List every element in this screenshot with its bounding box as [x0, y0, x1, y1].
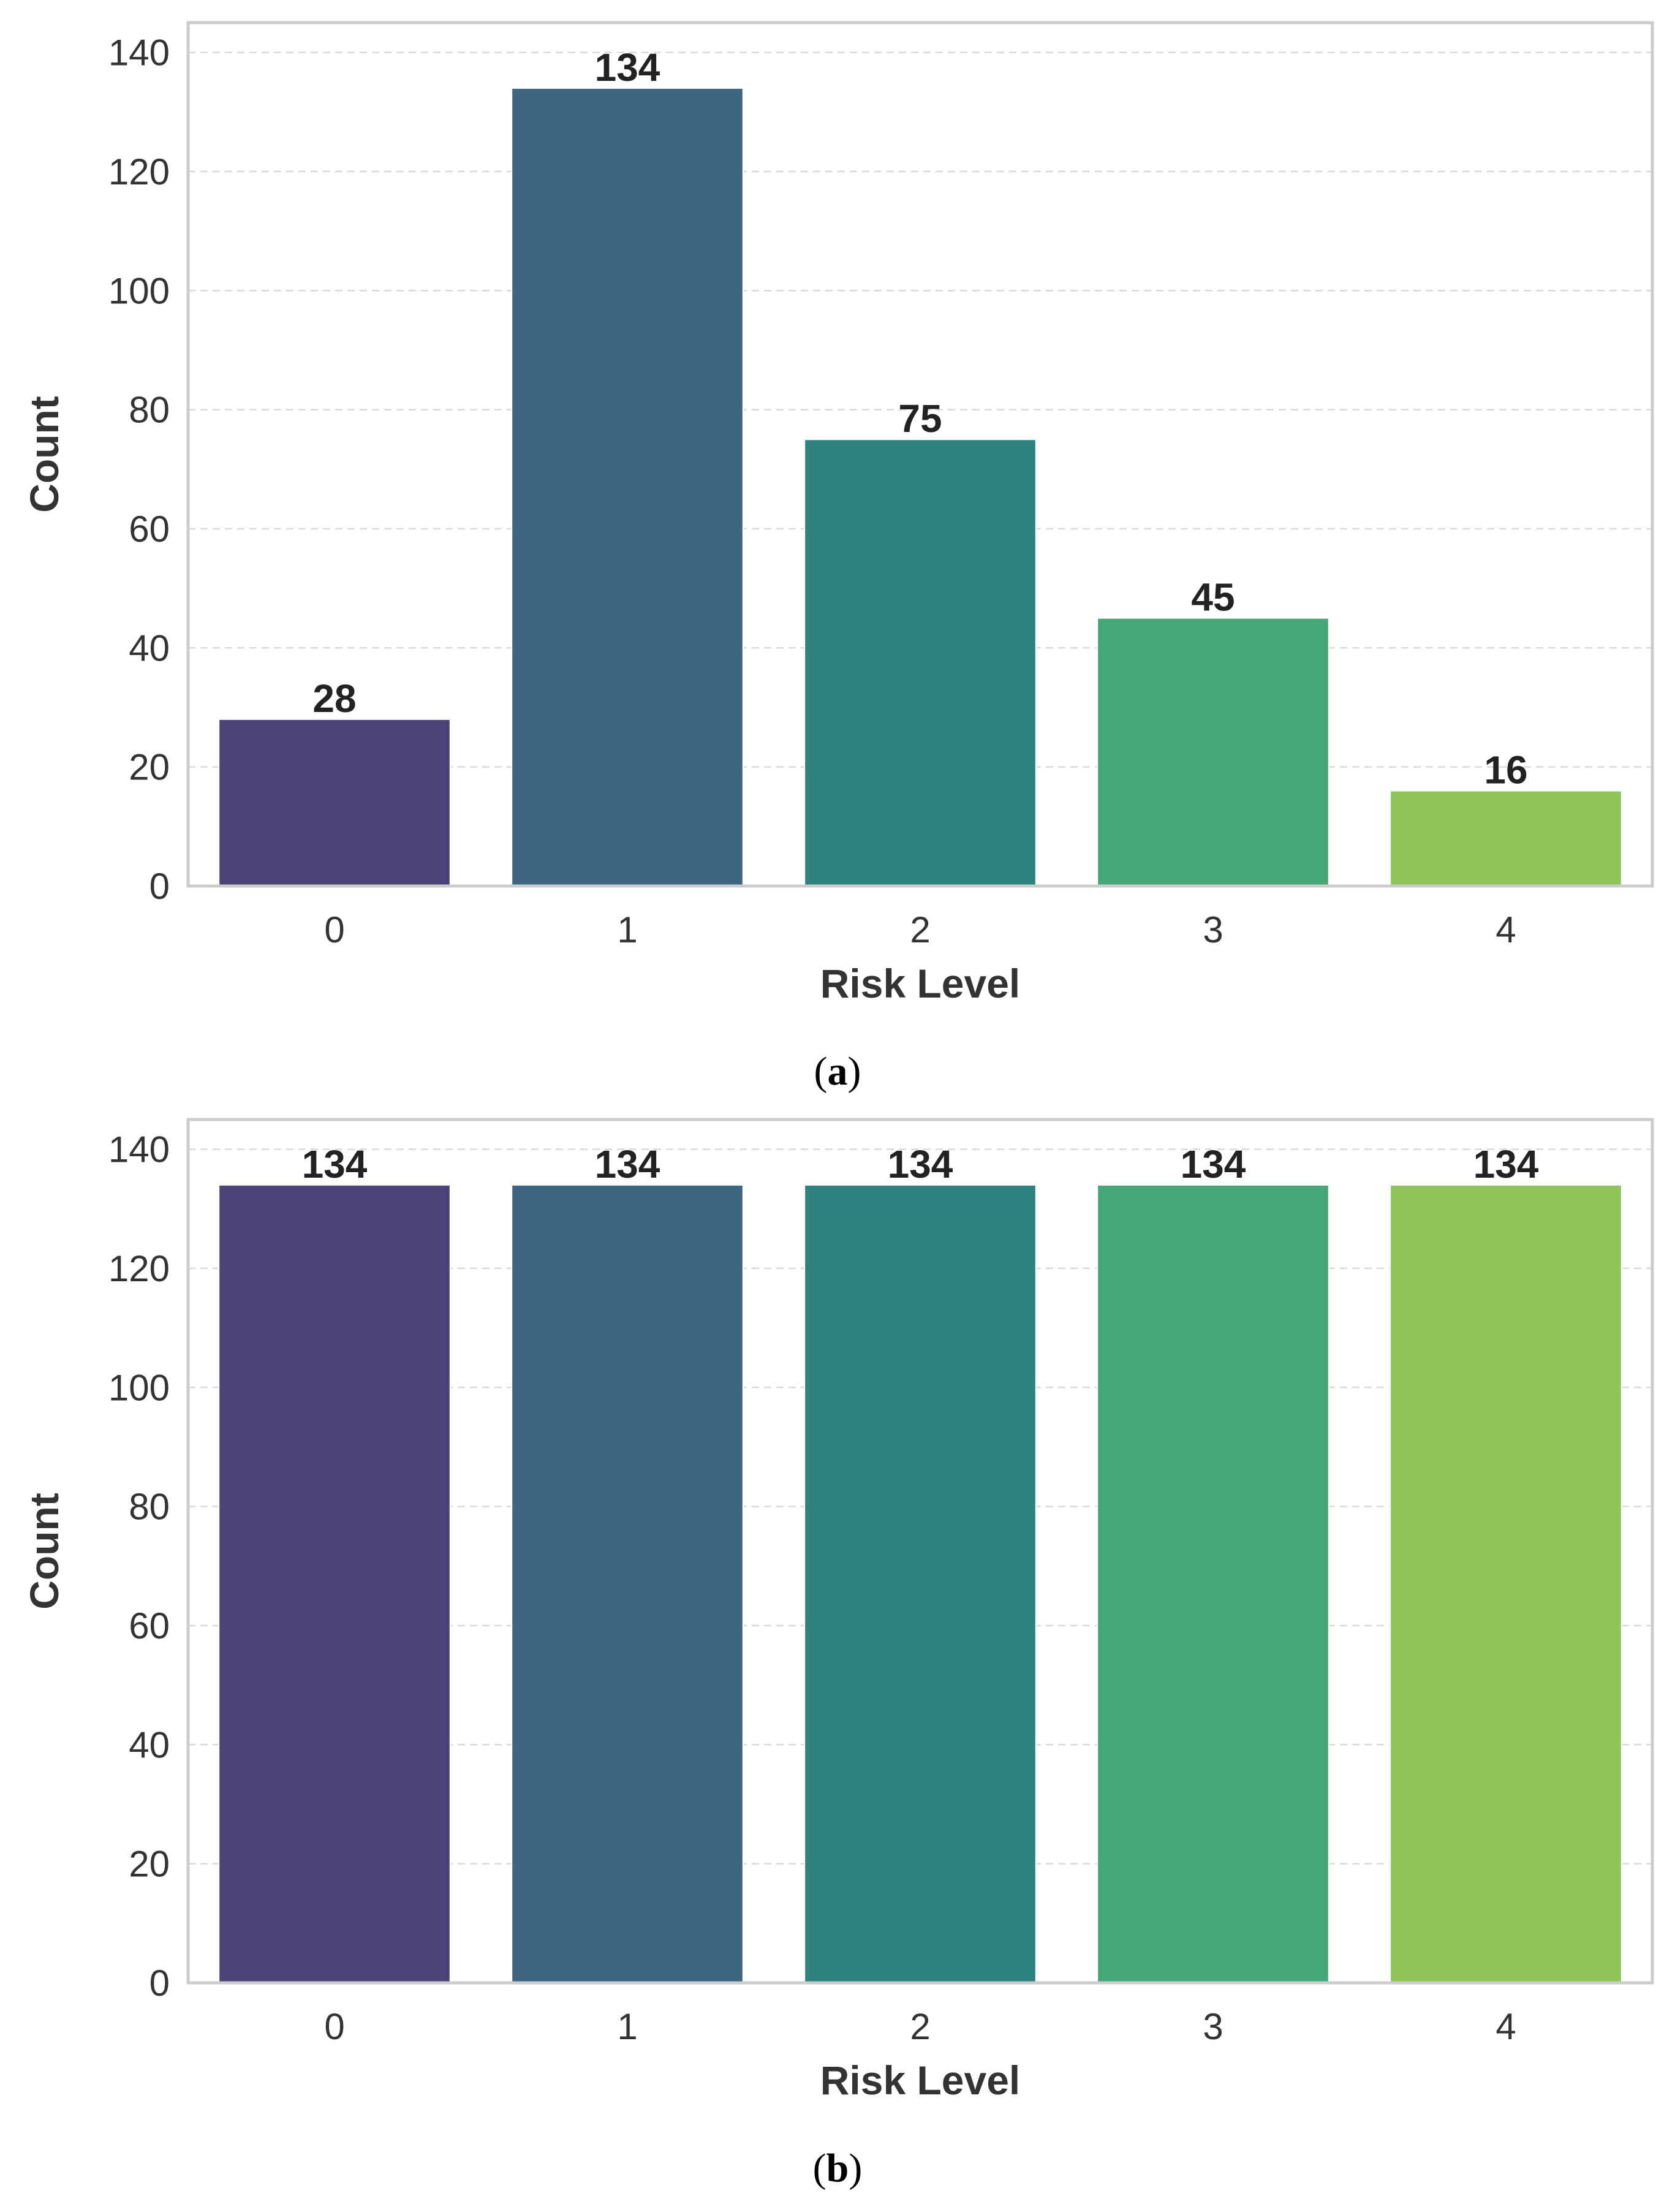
- chart-b-y-tick-label: 120: [108, 1248, 170, 1289]
- chart-a-x-tick-label: 3: [1203, 909, 1223, 950]
- chart-b-y-tick-label: 20: [129, 1844, 170, 1885]
- chart-b-x-tick-label: 1: [617, 2006, 637, 2047]
- chart-a-y-tick-label: 60: [129, 509, 170, 550]
- chart-a-y-tick-label: 100: [108, 270, 170, 311]
- chart-a-bar-3: [1097, 617, 1329, 887]
- chart-b-x-tick-label: 0: [324, 2006, 344, 2047]
- chart-b-bar-2: [804, 1184, 1037, 1983]
- chart-a-x-tick-label: 2: [910, 909, 930, 950]
- chart-a-y-tick-label: 120: [108, 151, 170, 192]
- caption-a-letter: a: [828, 1049, 848, 1094]
- chart-b-x-tick-label: 2: [910, 2006, 930, 2047]
- chart-a-data-label-3: 45: [1191, 575, 1235, 619]
- chart-b-x-tick-label: 3: [1203, 2006, 1223, 2047]
- chart-a-bar-2: [804, 439, 1037, 887]
- chart-b-y-axis-label: Count: [21, 1493, 67, 1610]
- chart-b-y-tick-label: 40: [129, 1724, 170, 1765]
- chart-a-x-axis-label: Risk Level: [820, 961, 1021, 1006]
- chart-a-x-tick-label: 4: [1495, 909, 1516, 950]
- chart-a-y-tick-label: 140: [108, 32, 170, 74]
- chart-a-y-tick-label: 80: [129, 390, 170, 431]
- chart-a-bar-0: [218, 718, 451, 887]
- chart-b-y-tick-label: 60: [129, 1605, 170, 1646]
- chart-a-y-tick-label: 0: [149, 866, 170, 907]
- caption-a: (a): [814, 1049, 861, 1094]
- chart-b-data-label-0: 134: [302, 1142, 368, 1186]
- chart-a-y-axis-label: Count: [21, 396, 67, 513]
- chart-a-y-tick-label: 40: [129, 627, 170, 669]
- chart-a-bar-1: [511, 87, 744, 887]
- chart-b-y-tick-label: 140: [108, 1129, 170, 1170]
- chart-b-x-tick-label: 4: [1495, 2006, 1516, 2047]
- chart-a-data-label-4: 16: [1484, 748, 1527, 792]
- chart-a-frame: [186, 21, 1654, 888]
- chart-b-bar-3: [1097, 1184, 1329, 1983]
- chart-a-y-tick-label: 20: [129, 747, 170, 788]
- caption-b-letter: b: [826, 2146, 849, 2191]
- chart-a-data-label-2: 75: [898, 396, 942, 441]
- chart-b-data-label-2: 134: [888, 1142, 953, 1186]
- chart-a-bar-4: [1390, 790, 1622, 887]
- chart-b: 0 20 40 60 80 100 120 140 134 0 134 1 134 2 134 3 134 4 Ri…: [21, 1118, 1654, 2103]
- chart-b-x-axis-label: Risk Level: [820, 2058, 1021, 2103]
- chart-b-data-label-3: 134: [1181, 1142, 1246, 1186]
- chart-b-data-label-4: 134: [1473, 1142, 1539, 1186]
- caption-b: (b): [813, 2146, 863, 2191]
- chart-a-x-tick-label: 0: [324, 909, 344, 950]
- chart-b-y-tick-label: 80: [129, 1487, 170, 1528]
- chart-b-bar-4: [1390, 1184, 1622, 1983]
- chart-b-bar-1: [511, 1184, 744, 1983]
- chart-a-x-tick-label: 1: [617, 909, 637, 950]
- chart-a-data-label-1: 134: [595, 45, 660, 89]
- chart-a-data-label-0: 28: [312, 676, 356, 721]
- chart-b-data-label-1: 134: [595, 1142, 660, 1186]
- chart-b-y-tick-label: 100: [108, 1367, 170, 1408]
- chart-b-bar-0: [218, 1184, 451, 1983]
- chart-a: 0 20 40 60 80 100 120 140 28 0 134 1 75 2 45 3 16 4 Risk L…: [21, 21, 1654, 1006]
- chart-b-y-tick-label: 0: [149, 1963, 170, 2004]
- chart-b-frame: [186, 1118, 1654, 1985]
